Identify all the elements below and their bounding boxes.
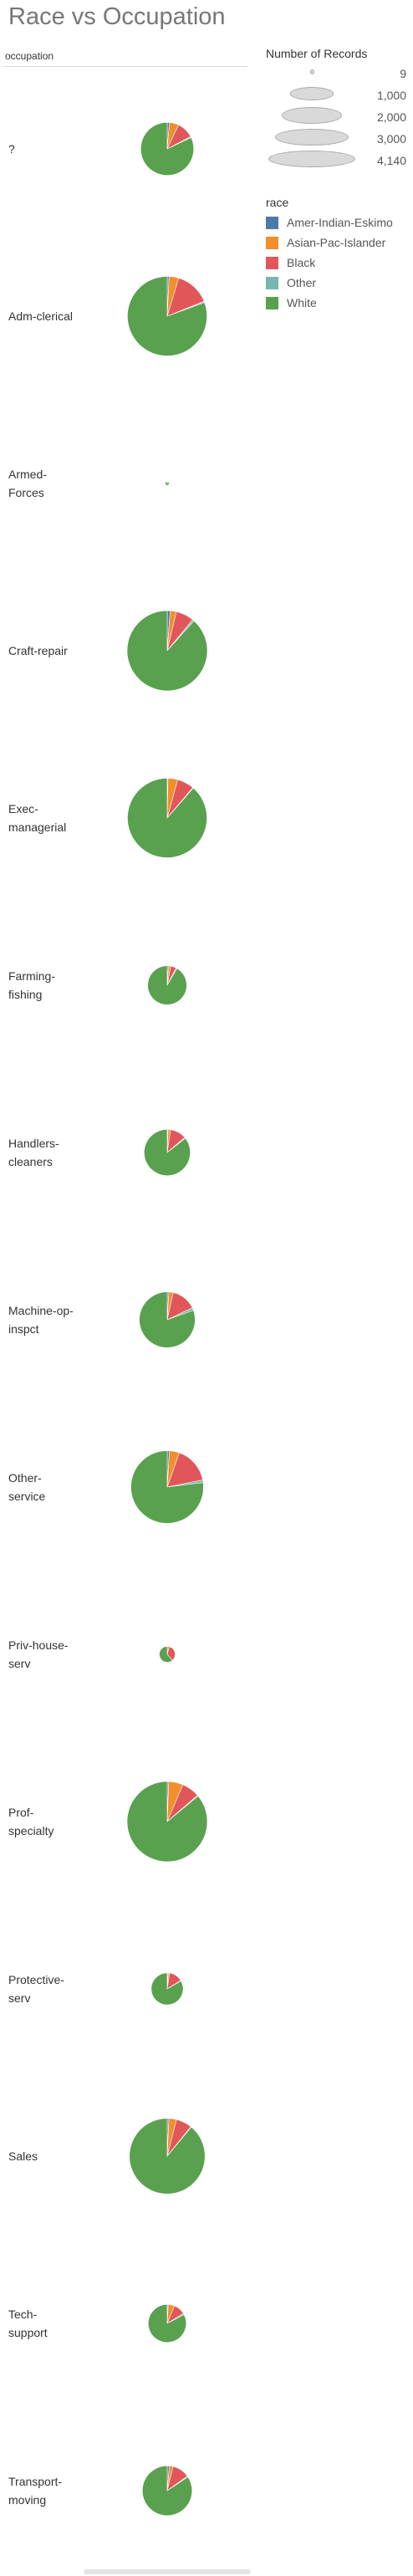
pie-slice-white bbox=[130, 1450, 204, 1524]
pie-slice-white bbox=[150, 1972, 184, 2006]
size-legend-entry: 4,140 bbox=[266, 151, 408, 172]
size-legend-swatch bbox=[274, 129, 349, 146]
legend-item-asian-pac-islander[interactable]: Asian-Pac-Islander bbox=[266, 233, 408, 253]
size-legend-title: Number of Records bbox=[266, 47, 368, 60]
pie-slice-white bbox=[127, 778, 207, 858]
legend-item-black[interactable]: Black bbox=[266, 253, 408, 273]
pie-slice-white bbox=[140, 121, 195, 176]
legend-label: White bbox=[287, 296, 317, 309]
pie-slice-white bbox=[126, 1781, 208, 1863]
legend-swatch bbox=[266, 216, 278, 229]
row-label-handlers-cleaners: Handlers- cleaners bbox=[8, 1137, 59, 1168]
row-header-divider bbox=[3, 66, 247, 67]
pie-slice-white bbox=[147, 965, 187, 1005]
size-legend-value: 3,000 bbox=[376, 132, 406, 146]
row-label-exec-managerial: Exec- managerial bbox=[8, 802, 67, 834]
row-label-farming-fishing: Farming- fishing bbox=[8, 969, 56, 1001]
pie-farming-fishing bbox=[147, 965, 187, 1005]
legend-panel: Number of Records 9 1,000 2,000 3,000 4,140 … bbox=[266, 47, 408, 313]
pie-armed-forces bbox=[165, 481, 170, 486]
row-label-priv-house-serv: Priv-house- serv bbox=[8, 1638, 69, 1670]
pie-slice-white bbox=[159, 1646, 173, 1663]
row-label-unknown: ? bbox=[8, 142, 15, 156]
size-legend-value: 4,140 bbox=[376, 154, 406, 167]
row-label-tech-support: Tech- support bbox=[8, 2308, 48, 2339]
size-legend-swatch bbox=[290, 87, 334, 100]
size-legend: 9 1,000 2,000 3,000 4,140 bbox=[266, 64, 408, 172]
row-label-transport-moving: Transport- moving bbox=[8, 2475, 63, 2507]
legend-item-other[interactable]: Other bbox=[266, 273, 408, 293]
legend-swatch bbox=[266, 296, 278, 309]
size-legend-swatch bbox=[281, 107, 343, 124]
pie-other-service bbox=[130, 1450, 204, 1524]
legend-label: Asian-Pac-Islander bbox=[287, 236, 386, 249]
legend-label: Amer-Indian-Eskimo bbox=[287, 216, 393, 229]
pie-slice-white bbox=[141, 2465, 193, 2517]
legend-item-white[interactable]: White bbox=[266, 293, 408, 313]
size-legend-value: 9 bbox=[400, 67, 406, 80]
row-header-occupation[interactable]: occupation bbox=[5, 50, 54, 62]
pie-craft-repair bbox=[126, 610, 208, 692]
pie-sales bbox=[129, 2118, 206, 2195]
row-label-machine-op-inspct: Machine-op- inspct bbox=[8, 1304, 74, 1336]
pie-slice-white bbox=[129, 2118, 206, 2195]
legend-label: Black bbox=[287, 256, 316, 269]
row-label-protective-serv: Protective- serv bbox=[8, 1973, 64, 2005]
legend-label: Other bbox=[287, 276, 317, 289]
pie-prof-specialty bbox=[126, 1781, 208, 1863]
pie-exec-managerial bbox=[127, 778, 207, 858]
size-legend-swatch bbox=[268, 151, 355, 167]
pie-slice-black bbox=[166, 1452, 203, 1488]
color-legend-title: race bbox=[266, 196, 289, 209]
pie-slice-white bbox=[126, 610, 208, 692]
pie-transport-moving bbox=[141, 2465, 193, 2517]
pie-protective-serv bbox=[150, 1972, 184, 2006]
size-legend-value: 1,000 bbox=[376, 89, 406, 102]
color-legend: Amer-Indian-Eskimo Asian-Pac-Islander Blac… bbox=[266, 212, 408, 313]
size-legend-entry: 2,000 bbox=[266, 107, 408, 129]
row-label-craft-repair: Craft-repair bbox=[8, 644, 68, 657]
pie-slice-white bbox=[144, 1129, 191, 1176]
pie-adm-clerical bbox=[127, 276, 207, 356]
pie-slice-white bbox=[165, 481, 170, 486]
pie-slice-white bbox=[147, 2303, 187, 2343]
page-title: Race vs Occupation bbox=[8, 3, 226, 30]
size-legend-entry: 9 bbox=[266, 64, 408, 85]
pie-slice-white bbox=[139, 1291, 196, 1348]
legend-swatch bbox=[266, 236, 278, 249]
legend-item-amer-indian-eskimo[interactable]: Amer-Indian-Eskimo bbox=[266, 212, 408, 233]
legend-swatch bbox=[266, 276, 278, 289]
row-label-sales: Sales bbox=[8, 2149, 38, 2163]
size-legend-value: 2,000 bbox=[376, 110, 406, 124]
pie-tech-support bbox=[147, 2303, 187, 2343]
pie-priv-house-serv bbox=[159, 1646, 176, 1663]
pie-handlers-cleaners bbox=[144, 1129, 191, 1176]
pie-machine-op-inspct bbox=[139, 1291, 196, 1348]
horizontal-scrollbar[interactable] bbox=[84, 2569, 251, 2574]
size-legend-entry: 1,000 bbox=[266, 85, 408, 107]
row-label-prof-specialty: Prof- specialty bbox=[8, 1806, 54, 1837]
size-legend-entry: 3,000 bbox=[266, 129, 408, 151]
size-legend-swatch bbox=[309, 69, 314, 74]
legend-swatch bbox=[266, 256, 278, 269]
row-label-adm-clerical: Adm-clerical bbox=[8, 309, 74, 323]
pie-slice-white bbox=[127, 276, 207, 356]
row-label-other-service: Other- service bbox=[8, 1471, 46, 1503]
row-label-armed-forces: Armed- Forces bbox=[8, 468, 47, 499]
pie-unknown bbox=[140, 121, 195, 176]
